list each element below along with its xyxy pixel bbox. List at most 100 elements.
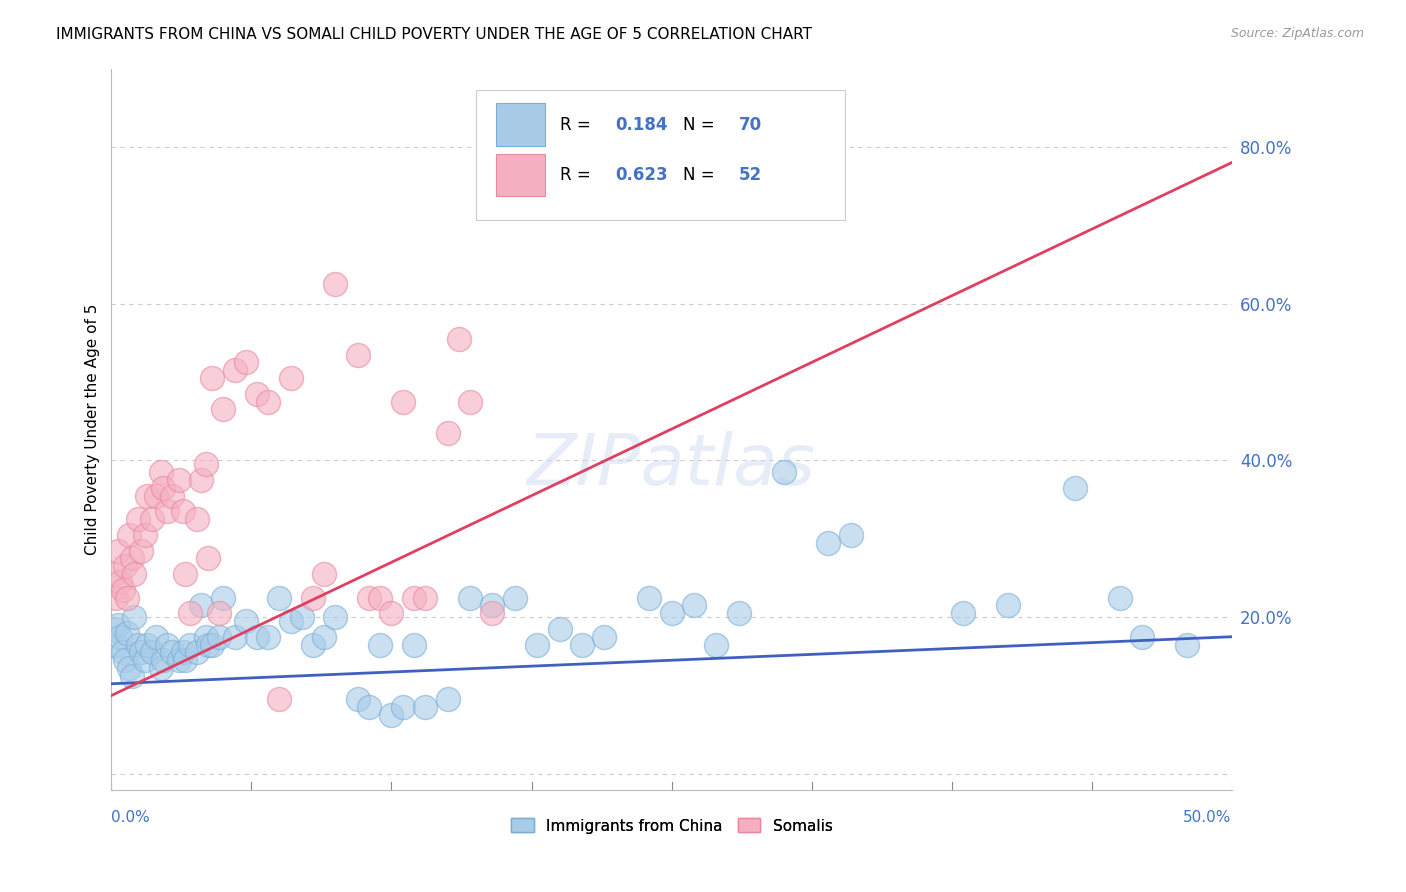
Point bbox=[104, 638, 127, 652]
Point bbox=[246, 630, 269, 644]
Text: N =: N = bbox=[683, 116, 720, 134]
Point bbox=[141, 645, 163, 659]
Text: R =: R = bbox=[560, 166, 596, 185]
Point bbox=[413, 591, 436, 605]
FancyBboxPatch shape bbox=[496, 103, 546, 145]
Point bbox=[257, 394, 280, 409]
Point bbox=[136, 489, 159, 503]
Point bbox=[118, 661, 141, 675]
Text: 52: 52 bbox=[738, 166, 762, 185]
Point bbox=[127, 638, 149, 652]
Point bbox=[368, 591, 391, 605]
Point bbox=[121, 551, 143, 566]
Point bbox=[325, 277, 347, 291]
Point bbox=[548, 622, 571, 636]
Point bbox=[391, 700, 413, 714]
Point bbox=[118, 528, 141, 542]
Point bbox=[359, 591, 381, 605]
Point bbox=[197, 638, 219, 652]
Point bbox=[190, 599, 212, 613]
Point bbox=[152, 653, 174, 667]
Point bbox=[593, 630, 616, 644]
Point bbox=[156, 504, 179, 518]
Point bbox=[402, 638, 425, 652]
Point bbox=[548, 199, 571, 213]
FancyBboxPatch shape bbox=[496, 153, 546, 196]
Point bbox=[481, 599, 503, 613]
Point bbox=[257, 630, 280, 644]
Point bbox=[149, 465, 172, 479]
Point bbox=[122, 610, 145, 624]
Point bbox=[174, 567, 197, 582]
Point bbox=[481, 606, 503, 620]
Point bbox=[103, 622, 125, 636]
Text: 0.623: 0.623 bbox=[616, 166, 668, 185]
Point bbox=[661, 606, 683, 620]
Point bbox=[291, 610, 314, 624]
Point bbox=[447, 332, 470, 346]
Point bbox=[571, 638, 593, 652]
Point bbox=[413, 700, 436, 714]
Point bbox=[212, 591, 235, 605]
Point bbox=[114, 559, 136, 574]
Point bbox=[179, 606, 201, 620]
Text: IMMIGRANTS FROM CHINA VS SOMALI CHILD POVERTY UNDER THE AGE OF 5 CORRELATION CHA: IMMIGRANTS FROM CHINA VS SOMALI CHILD PO… bbox=[56, 27, 813, 42]
Point bbox=[129, 543, 152, 558]
Point bbox=[156, 638, 179, 652]
Point bbox=[172, 504, 194, 518]
Point bbox=[122, 567, 145, 582]
Point bbox=[246, 386, 269, 401]
Point bbox=[114, 653, 136, 667]
Point bbox=[224, 630, 246, 644]
Point bbox=[194, 458, 217, 472]
Point bbox=[402, 591, 425, 605]
Point bbox=[235, 614, 257, 628]
Legend: Immigrants from China, Somalis: Immigrants from China, Somalis bbox=[505, 813, 838, 839]
Point bbox=[179, 638, 201, 652]
Point bbox=[347, 348, 370, 362]
Point bbox=[314, 567, 336, 582]
Point bbox=[194, 630, 217, 644]
Point bbox=[145, 630, 167, 644]
Point bbox=[121, 669, 143, 683]
Point bbox=[458, 591, 481, 605]
Text: 70: 70 bbox=[738, 116, 762, 134]
Point bbox=[111, 582, 134, 597]
Point bbox=[190, 473, 212, 487]
Point bbox=[104, 591, 127, 605]
Point bbox=[115, 591, 138, 605]
Point bbox=[197, 551, 219, 566]
Point bbox=[129, 645, 152, 659]
Point bbox=[526, 638, 548, 652]
Point bbox=[1064, 481, 1087, 495]
Point bbox=[174, 653, 197, 667]
Text: R =: R = bbox=[560, 116, 596, 134]
Point bbox=[503, 591, 526, 605]
Point bbox=[107, 618, 129, 632]
Point bbox=[134, 653, 156, 667]
Point bbox=[145, 489, 167, 503]
Y-axis label: Child Poverty Under the Age of 5: Child Poverty Under the Age of 5 bbox=[86, 303, 100, 555]
Point bbox=[149, 661, 172, 675]
Point bbox=[817, 535, 839, 549]
Point bbox=[280, 614, 302, 628]
Point bbox=[772, 465, 794, 479]
Point bbox=[1175, 638, 1198, 652]
Point bbox=[325, 610, 347, 624]
Point bbox=[359, 700, 381, 714]
Point bbox=[172, 645, 194, 659]
Text: 0.0%: 0.0% bbox=[111, 810, 150, 825]
Point bbox=[683, 599, 706, 613]
Text: 0.184: 0.184 bbox=[616, 116, 668, 134]
Point bbox=[280, 371, 302, 385]
Point bbox=[186, 512, 208, 526]
Point bbox=[208, 606, 231, 620]
Point bbox=[269, 591, 291, 605]
Point bbox=[167, 473, 190, 487]
Text: Source: ZipAtlas.com: Source: ZipAtlas.com bbox=[1230, 27, 1364, 40]
Point bbox=[1130, 630, 1153, 644]
Point bbox=[152, 481, 174, 495]
Point bbox=[110, 630, 132, 644]
Point bbox=[302, 638, 325, 652]
FancyBboxPatch shape bbox=[475, 90, 845, 220]
